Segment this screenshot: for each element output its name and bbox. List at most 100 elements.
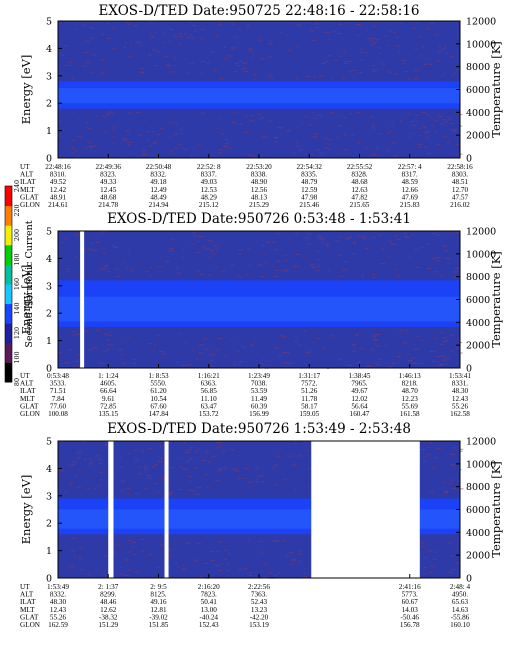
speckle [189,34,193,36]
speckle [399,120,403,122]
speckle [405,236,410,238]
speckle [72,537,77,539]
speckle [182,256,185,258]
speckle [365,248,369,250]
speckle [277,572,280,574]
orbit-value: 12.23 [402,395,419,403]
speckle [391,362,394,364]
speckle [317,265,321,267]
speckle [184,58,188,60]
speckle [166,65,171,67]
speckle [391,244,397,246]
speckle [445,339,449,341]
speckle [408,78,412,80]
speckle [372,26,377,28]
speckle [231,24,234,26]
speckle [316,235,322,237]
y2-tick-label: 8000 [466,482,490,493]
orbit-value: 22:53:20 [246,163,272,171]
speckle [282,540,286,542]
speckle [223,355,227,357]
speckle [100,231,106,233]
speckle [95,455,100,457]
orbit-value: 49.52 [50,178,67,186]
orbit-value: 215.12 [199,201,219,209]
orbit-value: 12.43 [50,606,67,614]
speckle [74,234,80,236]
speckle [427,114,430,116]
speckle [106,22,110,24]
speckle [251,56,254,58]
y-tick-label: 0 [46,574,52,585]
speckle [238,569,241,571]
speckle [330,112,334,114]
speckle [285,131,291,133]
speckle [436,447,442,449]
orbit-row-label: ILAT [20,178,36,186]
speckle [444,250,449,252]
speckle [354,334,359,336]
speckle [295,145,300,147]
orbit-value: 48.70 [402,387,419,395]
y-tick-label: 5 [46,227,52,238]
orbit-value: 49.16 [150,598,167,606]
speckle [230,49,234,51]
speckle [335,240,340,242]
speckle [71,139,77,141]
speckle [78,557,83,559]
speckle [169,29,175,31]
speckle [358,49,363,51]
speckle [271,147,274,149]
orbit-value: 48.68 [351,178,368,186]
speckle [412,362,417,364]
speckle [443,245,447,247]
speckle [163,558,166,560]
speckle [230,449,236,451]
speckle [304,116,308,118]
speckle [134,571,139,573]
speckle [257,114,261,116]
speckle [379,263,385,265]
speckle [89,145,94,147]
speckle [423,460,426,462]
speckle [441,75,445,77]
speckle [356,361,361,363]
speckle [394,235,399,237]
speckle [168,250,174,252]
speckle [61,54,65,56]
noise-speckles [58,21,463,159]
orbit-value: 22:48:16 [45,163,71,171]
speckle [188,476,193,478]
speckle [427,550,433,552]
speckle [168,40,172,42]
speckle [309,30,315,32]
orbit-value: 12.56 [251,186,268,194]
speckle [450,129,455,131]
speckle [426,243,430,245]
speckle [133,449,137,451]
speckle [448,231,452,233]
speckle [234,70,237,72]
speckle [402,60,407,62]
y2-tick-label: 10000 [466,39,496,50]
spectrogram-panel-1: EXOS-D/TED Date:950725 22:48:16 - 22:58:… [19,3,503,209]
speckle [318,114,323,116]
speckle [285,269,289,271]
speckle [182,249,185,251]
orbit-value: 12.81 [150,606,167,614]
speckle [447,116,452,118]
orbit-value: 13.23 [251,606,268,614]
speckle [398,52,401,54]
speckle [193,451,198,453]
speckle [75,474,78,476]
panel-title: EXOS-D/TED Date:950726 0:53:48 - 1:53:41 [107,211,411,227]
orbit-value: 162.59 [48,621,68,629]
speckle [414,249,419,251]
speckle [78,470,82,472]
speckle [103,265,108,267]
speckle [430,565,435,567]
speckle [303,572,307,574]
orbit-row-label: UT [20,372,30,380]
speckle [112,129,116,131]
